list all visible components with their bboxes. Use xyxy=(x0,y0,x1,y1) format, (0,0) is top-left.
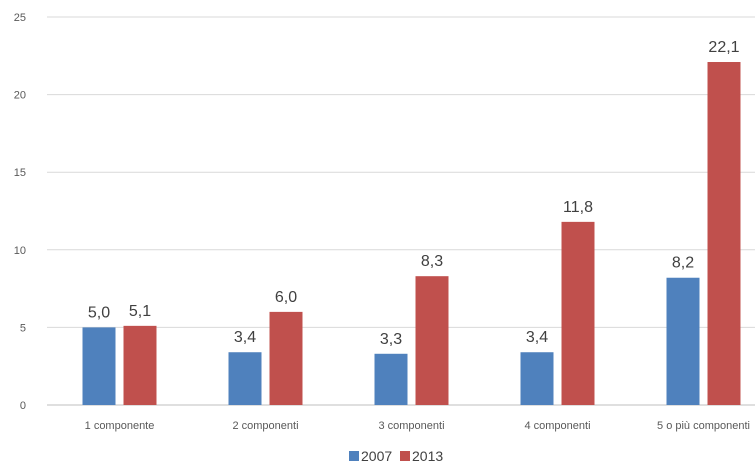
data-label-2007-1: 5,0 xyxy=(88,304,110,321)
bar-2013-5 xyxy=(707,62,741,406)
data-label-2013-2: 6,0 xyxy=(275,289,297,306)
bar-2007-2 xyxy=(228,352,262,405)
y-tick-label: 20 xyxy=(14,90,26,102)
bar-2007-3 xyxy=(374,353,408,405)
bar-2013-2 xyxy=(269,311,303,405)
data-label-2007-5: 8,2 xyxy=(672,255,694,272)
bar-2007-4 xyxy=(520,352,554,405)
bar-2007-1 xyxy=(82,327,116,405)
x-tick-label: 5 o più componenti xyxy=(657,420,750,432)
bars xyxy=(82,62,741,406)
bar-2007-5 xyxy=(666,277,700,405)
data-label-2013-5: 22,1 xyxy=(708,39,739,56)
y-tick-label: 0 xyxy=(20,400,26,412)
bar-2013-4 xyxy=(561,221,595,405)
legend: 2007 2013 xyxy=(349,448,443,464)
data-label-2013-4: 11,8 xyxy=(563,199,593,216)
x-axis-tick-labels: 1 componente 2 componenti 3 componenti 4 co… xyxy=(85,420,750,432)
y-tick-label: 10 xyxy=(14,245,26,257)
gridlines xyxy=(47,16,755,406)
y-axis-tick-labels: 0 5 10 15 20 25 xyxy=(14,12,26,412)
data-label-2007-3: 3,3 xyxy=(380,331,402,348)
x-tick-label: 2 componenti xyxy=(232,420,298,432)
data-label-2013-1: 5,1 xyxy=(129,303,151,320)
legend-label-2013: 2013 xyxy=(412,448,443,464)
bar-2013-3 xyxy=(415,276,449,405)
data-label-2007-4: 3,4 xyxy=(526,329,548,346)
legend-swatch-2013 xyxy=(400,451,410,461)
x-tick-label: 1 componente xyxy=(85,420,155,432)
bar-2013-1 xyxy=(123,325,157,405)
data-label-2013-3: 8,3 xyxy=(421,253,443,270)
x-tick-label: 4 componenti xyxy=(524,420,590,432)
legend-label-2007: 2007 xyxy=(361,448,392,464)
data-labels: 5,0 5,1 3,4 6,0 3,3 8,3 3,4 11,8 8,2 22,1 xyxy=(88,39,740,348)
legend-swatch-2007 xyxy=(349,451,359,461)
y-tick-label: 25 xyxy=(14,12,26,24)
y-tick-label: 5 xyxy=(20,322,26,334)
x-tick-label: 3 componenti xyxy=(378,420,444,432)
data-label-2007-2: 3,4 xyxy=(234,329,256,346)
y-tick-label: 15 xyxy=(14,167,26,179)
